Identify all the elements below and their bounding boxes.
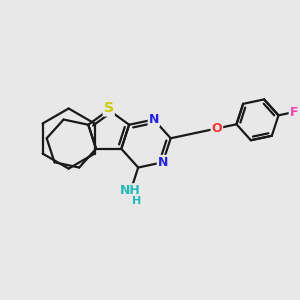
Text: S: S	[104, 101, 114, 116]
Text: N: N	[158, 156, 168, 169]
Text: O: O	[212, 122, 222, 135]
Text: H: H	[132, 196, 141, 206]
Text: N: N	[148, 113, 159, 126]
Text: NH: NH	[120, 184, 141, 197]
Text: F: F	[290, 106, 298, 118]
